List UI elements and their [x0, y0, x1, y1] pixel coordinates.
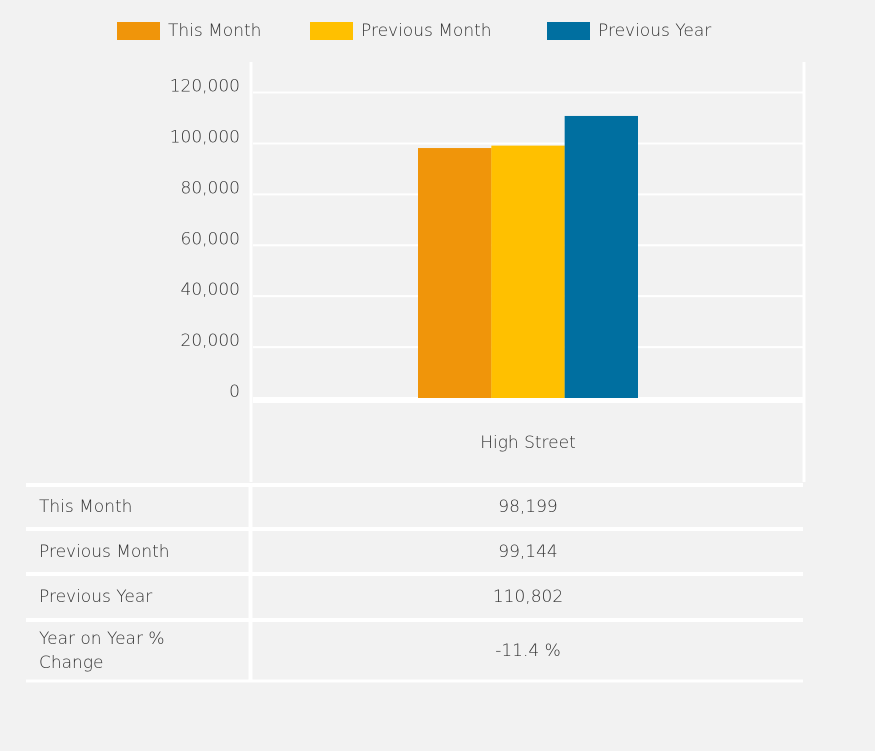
legend-swatch	[117, 22, 160, 40]
y-tick-label: 80,000	[181, 178, 240, 198]
y-tick-label: 40,000	[181, 280, 240, 300]
table-value: 99,144	[498, 541, 558, 562]
bar	[564, 115, 638, 398]
table-value: 98,199	[498, 497, 558, 517]
table-value: -11.4 %	[495, 641, 561, 661]
legend-label: Previous Month	[361, 21, 492, 41]
legend-swatch	[310, 22, 353, 40]
row-label: Previous Month	[39, 541, 170, 562]
y-tick-label: 20,000	[181, 331, 240, 351]
y-tick-label: 0	[229, 382, 240, 402]
row-label: Previous Year	[39, 587, 153, 607]
bar	[418, 148, 492, 398]
bar	[491, 145, 565, 398]
y-tick-label: 60,000	[181, 229, 240, 249]
row-label: Year on Year % Change	[39, 629, 165, 673]
y-tick-label: 100,000	[170, 127, 240, 147]
legend-label: This Month	[168, 21, 261, 41]
row-label: This Month	[39, 497, 133, 517]
x-tick-label: High Street	[480, 433, 576, 453]
y-tick-label: 120,000	[170, 77, 240, 97]
legend-swatch	[547, 22, 590, 40]
table-value: 110,802	[492, 587, 564, 607]
legend-label: Previous Year	[598, 21, 711, 41]
